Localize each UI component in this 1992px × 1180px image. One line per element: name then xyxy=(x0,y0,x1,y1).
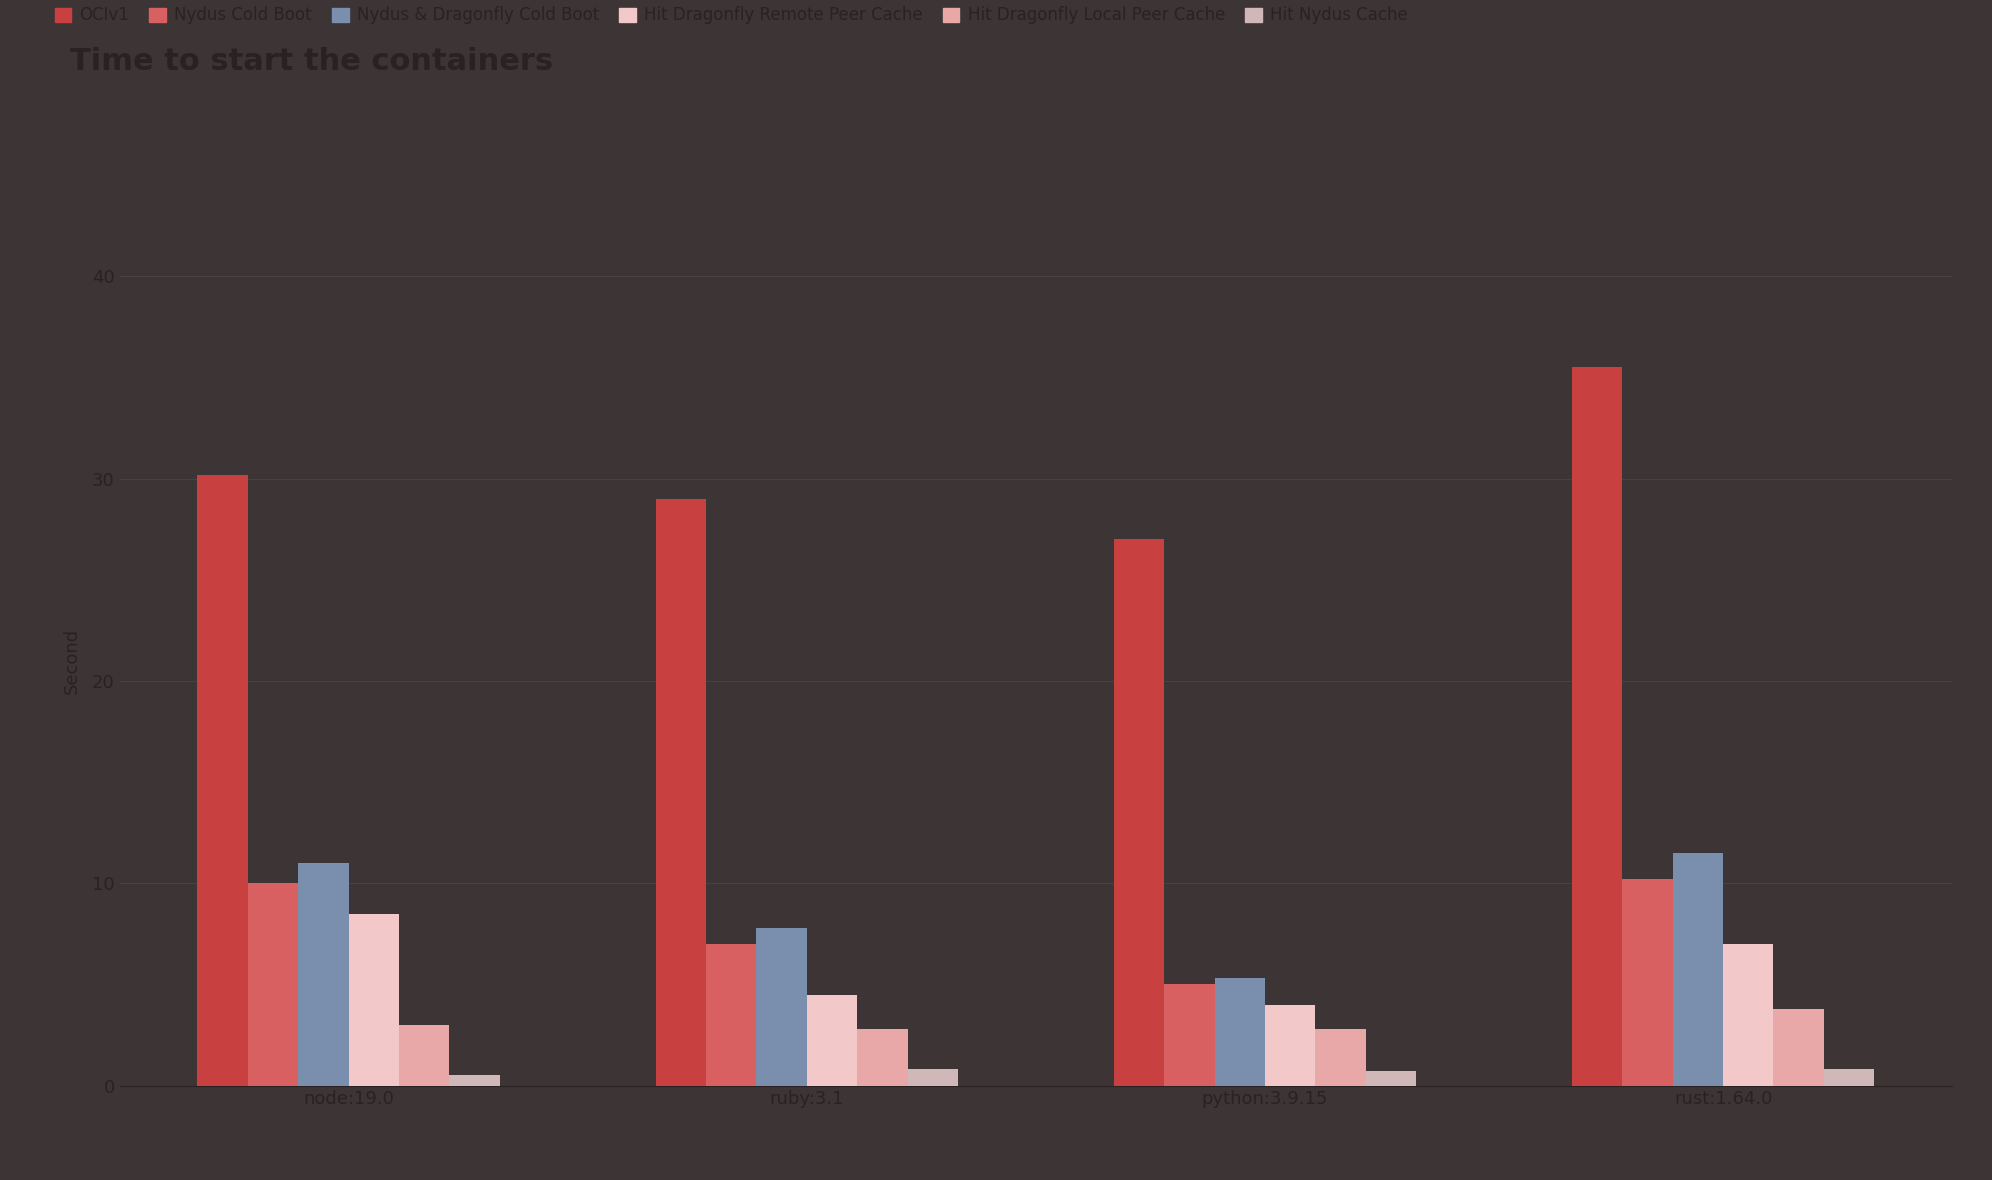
Bar xyxy=(908,1069,958,1086)
Bar xyxy=(1367,1071,1416,1086)
Bar xyxy=(398,1025,450,1086)
Bar xyxy=(1673,853,1723,1086)
Bar xyxy=(655,499,705,1086)
Bar xyxy=(1572,367,1621,1086)
Bar xyxy=(349,913,398,1086)
Bar xyxy=(247,884,299,1086)
Bar xyxy=(705,944,757,1086)
Text: Time to start the containers: Time to start the containers xyxy=(70,47,554,77)
Y-axis label: Second: Second xyxy=(64,628,82,694)
Bar xyxy=(1265,1004,1315,1086)
Bar xyxy=(1315,1029,1367,1086)
Bar xyxy=(1215,978,1265,1086)
Bar xyxy=(299,863,349,1086)
Bar xyxy=(1773,1009,1825,1086)
Bar xyxy=(1114,539,1163,1086)
Bar xyxy=(1163,984,1215,1086)
Legend: OCIv1, Nydus Cold Boot, Nydus & Dragonfly Cold Boot, Hit Dragonfly Remote Peer C: OCIv1, Nydus Cold Boot, Nydus & Dragonfl… xyxy=(54,6,1408,25)
Bar xyxy=(807,995,857,1086)
Bar xyxy=(757,927,807,1086)
Bar xyxy=(450,1075,500,1086)
Bar xyxy=(1723,944,1773,1086)
Bar xyxy=(857,1029,908,1086)
Bar xyxy=(1621,879,1673,1086)
Bar xyxy=(197,474,247,1086)
Bar xyxy=(1825,1069,1874,1086)
